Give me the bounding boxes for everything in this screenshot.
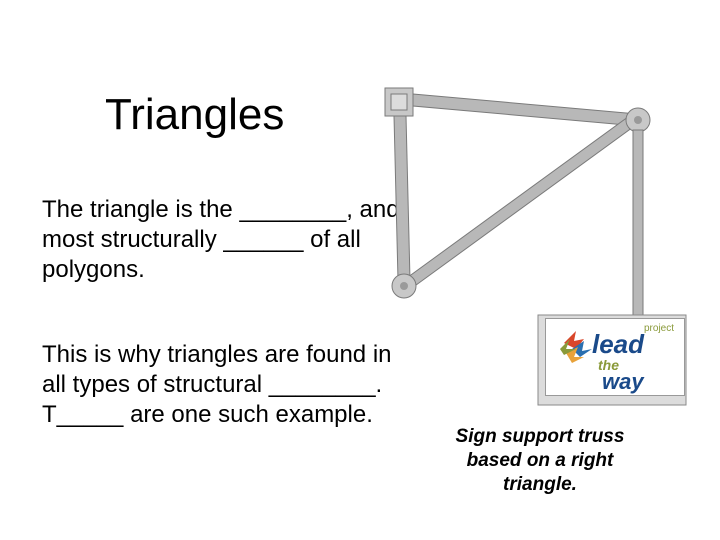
pltw-logo: project lead the way <box>545 318 685 396</box>
logo-lead-text: lead <box>592 329 644 360</box>
paragraph-2: This is why triangles are found in all t… <box>42 340 402 430</box>
logo-pinwheel-icon <box>552 325 592 365</box>
logo-project-text: project <box>644 323 674 334</box>
diagram-caption: Sign support truss based on a right tria… <box>440 425 640 496</box>
slide-title: Triangles <box>105 90 284 140</box>
paragraph-1: The triangle is the ________, and most s… <box>42 195 402 285</box>
logo-way-text: way <box>602 369 644 395</box>
